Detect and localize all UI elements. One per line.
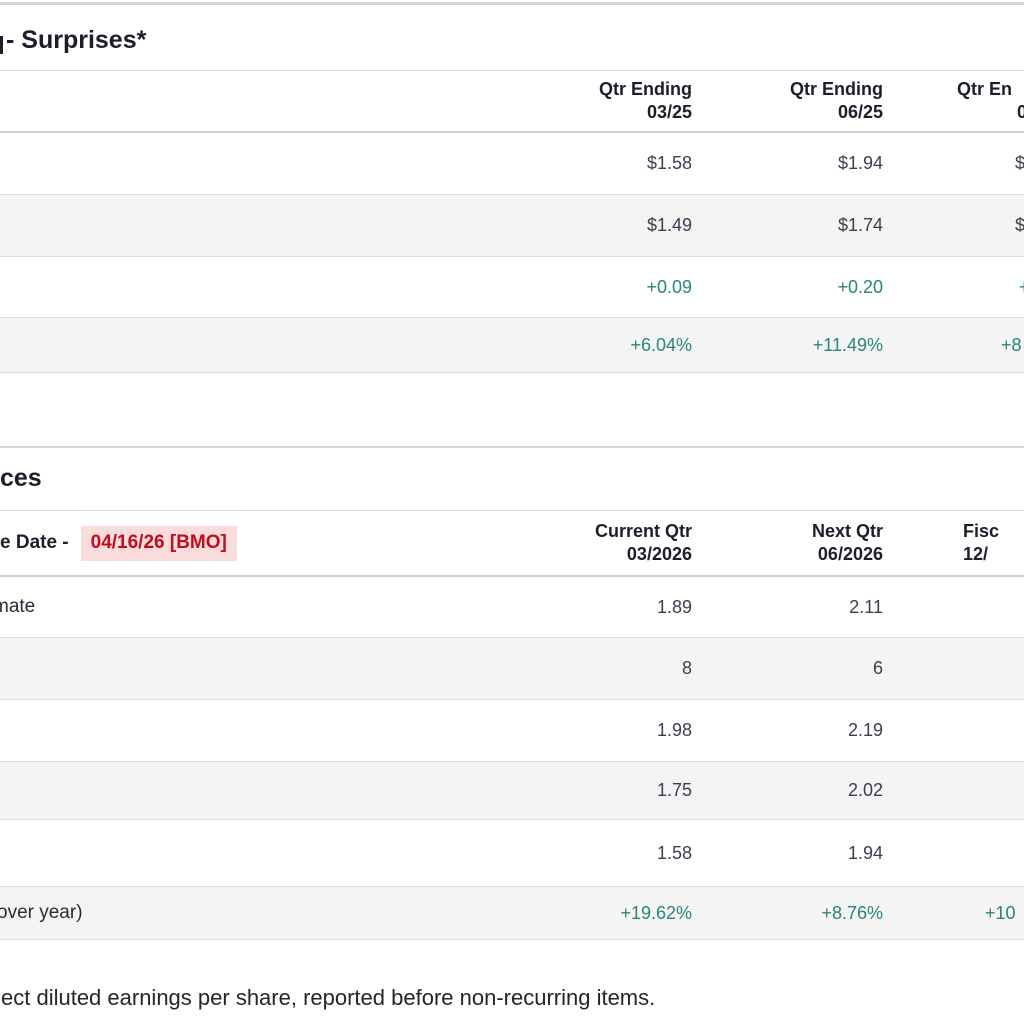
cropped-value: +10 — [985, 902, 1016, 923]
estimates-table-header-row: e Date - 04/16/26 [BMO] Current Qtr 03/2… — [0, 510, 1024, 577]
table-row: over year) +19.62% +8.76% +10 — [0, 887, 1024, 940]
table-row: +0.09 +0.20 + — [0, 257, 1024, 318]
col-header-qtr-cropped: Qtr En 0 — [957, 79, 1024, 122]
surprises-title: - Surprises* — [6, 26, 147, 54]
high-estimate-current: 1.98 — [656, 720, 692, 740]
num-estimates-next: 6 — [872, 658, 883, 678]
high-estimate-next: 2.19 — [847, 720, 883, 740]
cropped-value: +8 — [1001, 334, 1022, 355]
reported-eps-0325: $1.58 — [646, 153, 692, 173]
release-date-badge: 04/16/26 [BMO] — [80, 525, 237, 561]
col-header-qtr-0625: Qtr Ending 06/25 — [790, 79, 883, 122]
estimate-eps-0625: $1.74 — [837, 215, 883, 235]
table-row: 1.75 2.02 — [0, 762, 1024, 820]
year-ago-eps-next: 1.94 — [847, 842, 883, 863]
col-header-fiscal-cropped: Fisc 12/ — [963, 521, 1000, 564]
col-header-current-qtr: Current Qtr 03/2026 — [594, 521, 692, 564]
table-row: 1.58 1.94 — [0, 820, 1024, 887]
surprise-pct-0625: +11.49% — [812, 334, 883, 355]
row-label-fragment: mate — [0, 596, 36, 617]
table-row: 1.98 2.19 — [0, 700, 1024, 762]
low-estimate-next: 2.02 — [847, 780, 883, 800]
estimates-section-header: ces — [0, 448, 1024, 510]
growth-rate-next: +8.76% — [821, 902, 883, 923]
table-row: $1.49 $1.74 $ — [0, 195, 1024, 257]
growth-rate-label-fragment: over year) — [0, 902, 83, 923]
col-header-qtr-0325: Qtr Ending 03/25 — [599, 79, 692, 122]
table-row: mate 1.89 2.11 — [0, 577, 1024, 638]
cropped-text-sliver — [0, 36, 3, 54]
surprises-table-header-row: Qtr Ending 03/25 Qtr Ending 06/25 Qtr En… — [0, 70, 1024, 133]
num-estimates-current: 8 — [681, 658, 692, 678]
surprises-table: Qtr Ending 03/25 Qtr Ending 06/25 Qtr En… — [0, 70, 1024, 373]
table-row: 8 6 — [0, 638, 1024, 700]
surprise-amount-0625: +0.20 — [837, 276, 883, 297]
growth-rate-current: +19.62% — [620, 902, 692, 923]
reported-eps-0625: $1.94 — [837, 153, 883, 173]
cropped-value: $ — [1015, 215, 1024, 235]
release-date-label: e Date - — [0, 532, 69, 553]
table-row: +6.04% +11.49% +8 — [0, 318, 1024, 373]
low-estimate-current: 1.75 — [656, 780, 692, 800]
footnote: ect diluted earnings per share, reported… — [1, 985, 656, 1010]
consensus-estimate-next: 2.11 — [849, 596, 883, 617]
section-divider — [0, 446, 1024, 448]
consensus-estimate-current: 1.89 — [656, 596, 692, 617]
table-row: $1.58 $1.94 $ — [0, 133, 1024, 195]
estimates-table: e Date - 04/16/26 [BMO] Current Qtr 03/2… — [0, 510, 1024, 940]
cropped-value: + — [1019, 277, 1024, 298]
top-divider — [0, 2, 1024, 5]
next-release-date: e Date - 04/16/26 [BMO] — [0, 525, 501, 561]
section-gap — [0, 373, 1024, 446]
year-ago-eps-current: 1.58 — [656, 842, 692, 863]
estimates-title: ces — [0, 464, 42, 492]
estimate-eps-0325: $1.49 — [646, 215, 692, 235]
surprise-pct-0325: +6.04% — [630, 334, 692, 355]
cropped-value: $ — [1015, 153, 1024, 173]
surprises-section-header: - Surprises* — [0, 5, 1024, 70]
surprise-amount-0325: +0.09 — [646, 276, 692, 297]
col-header-next-qtr: Next Qtr 06/2026 — [811, 521, 883, 564]
